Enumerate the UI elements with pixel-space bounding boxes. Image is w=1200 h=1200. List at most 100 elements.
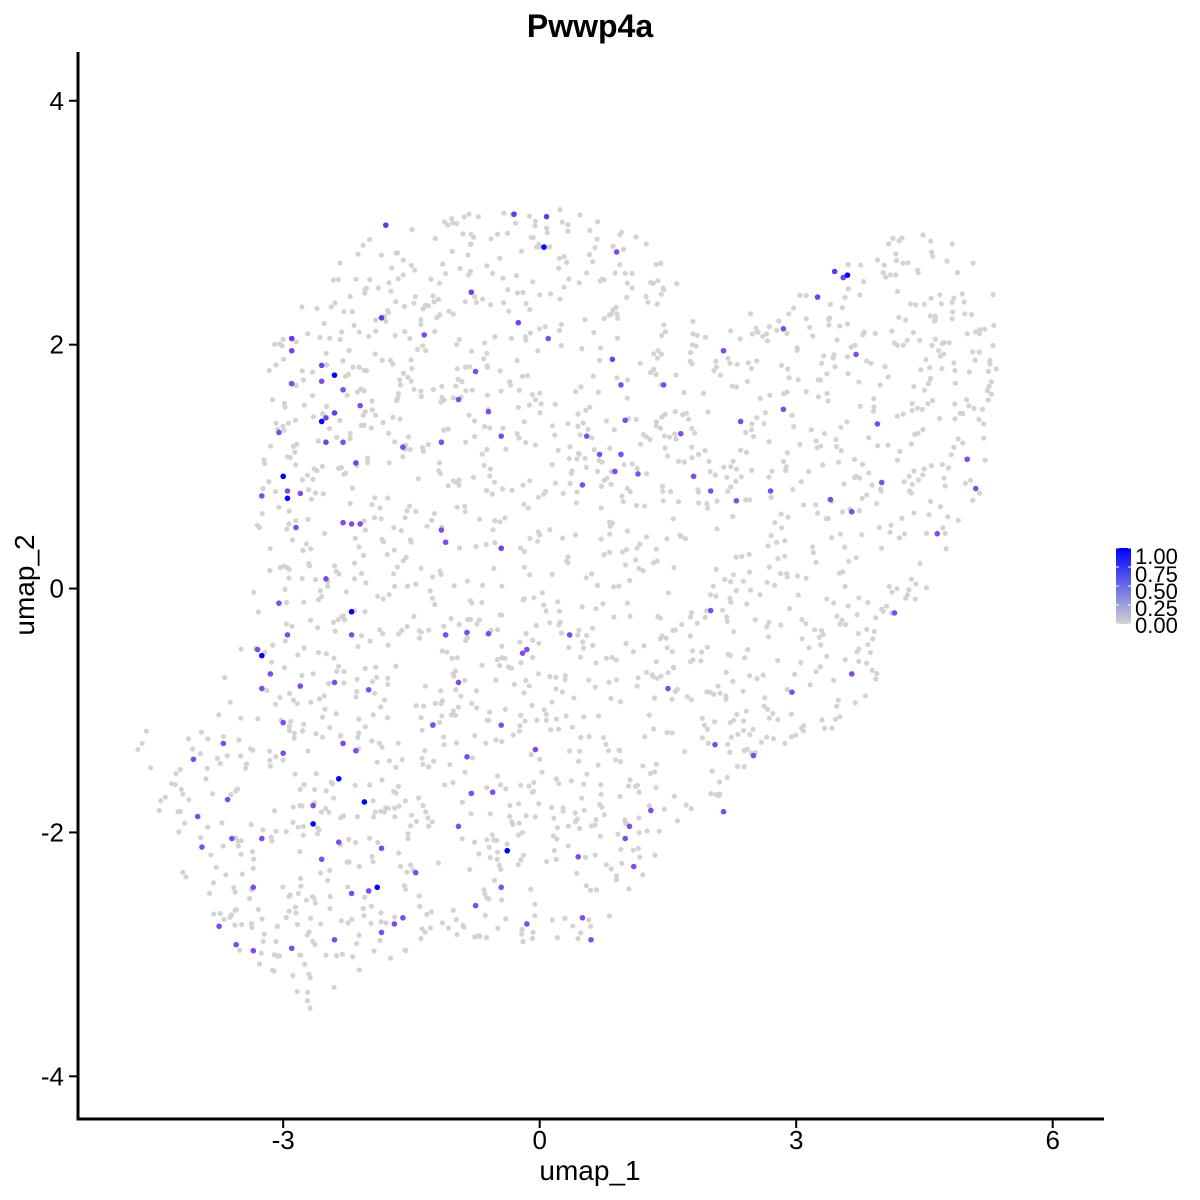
background-cell: [659, 414, 665, 420]
expressing-cells: [190, 211, 979, 954]
background-cell: [875, 443, 881, 449]
background-cell: [312, 900, 319, 906]
background-cell: [637, 854, 643, 860]
background-cell: [448, 712, 455, 718]
background-cell: [527, 330, 534, 336]
background-cell: [499, 738, 505, 745]
background-cell: [295, 890, 301, 897]
background-cell: [380, 419, 386, 426]
background-cell: [350, 364, 356, 370]
background-cell: [798, 479, 804, 485]
background-cell: [401, 303, 407, 309]
background-cell: [816, 634, 822, 640]
background-cell: [923, 530, 930, 537]
background-cell: [385, 805, 392, 811]
background-cell: [487, 466, 493, 472]
background-cell: [902, 531, 908, 537]
expressing-cell: [780, 326, 787, 332]
background-cell: [617, 748, 623, 754]
background-cell: [198, 834, 204, 841]
background-cell: [583, 575, 589, 581]
background-cell: [413, 581, 419, 587]
background-cell: [304, 472, 310, 478]
background-cell: [577, 825, 583, 832]
background-cell: [535, 529, 541, 535]
background-cell: [821, 430, 828, 437]
background-cell: [689, 610, 695, 616]
background-cell: [251, 856, 257, 862]
background-cell: [620, 498, 626, 505]
background-cell: [484, 487, 490, 494]
background-cell: [408, 812, 415, 818]
background-cell: [242, 765, 249, 771]
background-cell: [370, 798, 376, 804]
background-cell: [496, 862, 502, 868]
background-cell: [662, 411, 668, 417]
background-cell: [537, 756, 543, 762]
background-cell: [404, 869, 410, 875]
background-cell: [619, 493, 625, 499]
background-cell: [830, 677, 837, 683]
background-cell: [574, 456, 580, 462]
background-cell: [353, 694, 359, 700]
background-cell: [653, 423, 659, 429]
background-cell: [535, 348, 541, 354]
background-cell: [908, 441, 914, 447]
background-cell: [944, 258, 950, 264]
background-cell: [921, 301, 928, 307]
y-tick-label: 2: [50, 330, 64, 360]
expressing-cell: [348, 521, 355, 527]
background-cell: [640, 763, 646, 769]
expressing-cell: [468, 289, 475, 296]
background-cell: [927, 375, 934, 381]
background-cell: [589, 435, 595, 441]
background-cell: [494, 656, 500, 663]
background-cell: [834, 613, 840, 619]
background-cell: [377, 505, 383, 511]
background-cell: [422, 929, 428, 935]
background-cell: [749, 331, 755, 337]
background-cell: [535, 538, 541, 544]
background-cell: [899, 515, 905, 522]
background-cell: [626, 886, 632, 892]
background-cell: [533, 622, 539, 629]
background-cell: [842, 583, 848, 590]
background-cell: [316, 649, 322, 656]
background-cell: [482, 891, 488, 897]
background-cell: [681, 459, 687, 465]
background-cell: [617, 793, 623, 800]
background-cell: [423, 347, 429, 354]
background-cell: [529, 702, 535, 709]
background-cell: [598, 483, 605, 489]
background-cell: [728, 599, 734, 605]
background-cell: [651, 351, 657, 357]
background-cell: [489, 270, 496, 276]
background-cell: [400, 257, 406, 263]
background-cell: [347, 436, 353, 442]
background-cell: [219, 820, 225, 826]
background-cell: [961, 299, 967, 305]
background-cell: [403, 554, 409, 560]
background-cell: [670, 516, 676, 522]
background-cell: [266, 368, 272, 374]
background-cell: [883, 603, 890, 609]
expressing-cell: [455, 823, 462, 830]
background-cell: [647, 436, 653, 443]
background-cell: [919, 406, 925, 412]
background-cell: [681, 389, 687, 396]
background-cell: [347, 430, 353, 437]
background-cell: [949, 299, 955, 305]
background-cell: [592, 822, 598, 828]
background-cell: [840, 509, 846, 515]
background-cell: [415, 476, 421, 482]
background-cell: [625, 783, 632, 789]
expressing-cell: [648, 807, 654, 814]
background-cell: [449, 248, 455, 254]
expressing-cell: [323, 439, 329, 446]
expressing-cell: [353, 460, 359, 466]
background-cell: [772, 520, 778, 526]
background-cell: [514, 357, 520, 364]
expressing-cell: [532, 746, 539, 753]
background-cell: [988, 379, 995, 385]
background-cell: [904, 337, 910, 343]
